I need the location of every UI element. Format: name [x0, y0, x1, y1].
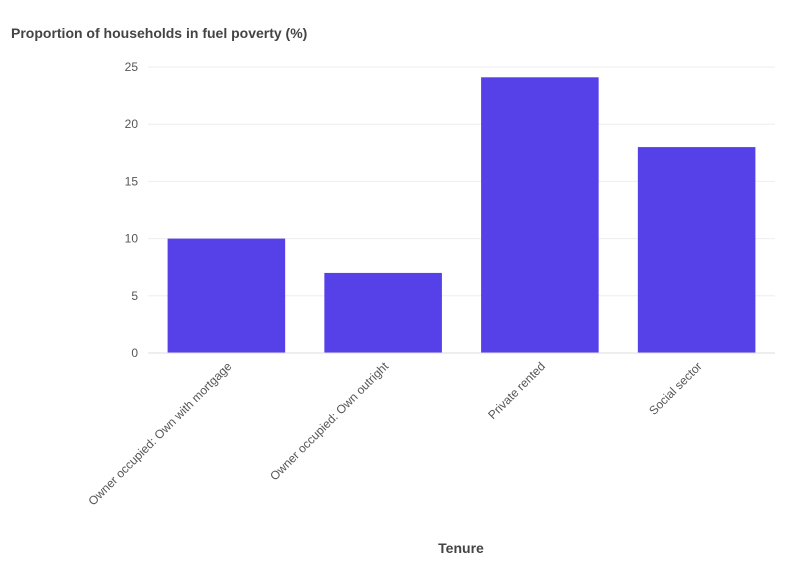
- y-tick-label: 5: [131, 289, 138, 303]
- y-tick-label: 25: [125, 60, 139, 74]
- y-tick-label: 20: [125, 117, 139, 131]
- bar[interactable]: [637, 147, 756, 353]
- chart-title: Proportion of households in fuel poverty…: [11, 25, 307, 41]
- y-tick-label: 0: [131, 346, 138, 360]
- bar[interactable]: [481, 77, 599, 354]
- y-axis: 0 5 10 15 20 25: [125, 60, 139, 360]
- x-tick-label: Social sector: [646, 359, 704, 417]
- x-tick-label: Private rented: [485, 359, 548, 422]
- x-axis-title: Tenure: [438, 540, 484, 556]
- x-tick-label: Owner occupied: Own with mortgage: [85, 359, 234, 508]
- x-tick-label: Owner occupied: Own outright: [267, 359, 392, 484]
- x-axis: Owner occupied: Own with mortgage Owner o…: [85, 359, 704, 508]
- bar[interactable]: [324, 272, 442, 353]
- y-tick-label: 10: [125, 232, 139, 246]
- bars-group: [167, 77, 756, 354]
- bar[interactable]: [167, 238, 286, 353]
- y-tick-label: 15: [125, 174, 139, 188]
